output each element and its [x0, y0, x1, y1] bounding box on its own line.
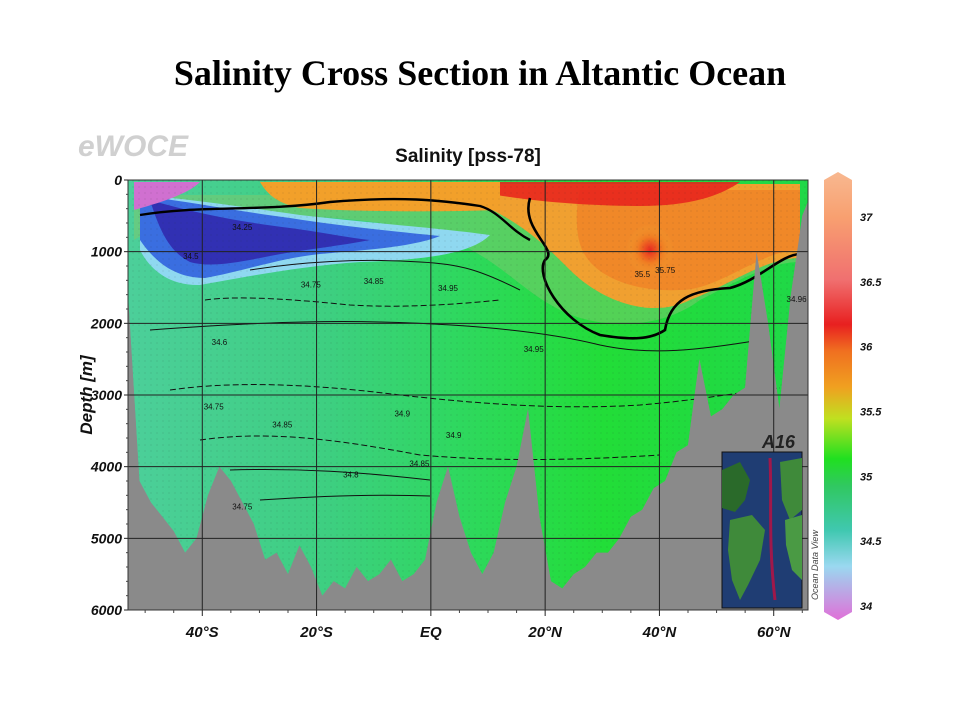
colorbar-ticks: 37 36.5 36 35.5 35 34.5 34 — [860, 212, 882, 613]
contour-label-5: 35.5 — [634, 270, 650, 279]
odv-label: Ocean Data View — [810, 530, 820, 600]
x-tick-label-3: 20°N — [527, 624, 563, 641]
contour-label-6: 35.75 — [655, 266, 676, 275]
contour-label-11: 34.8 — [343, 470, 359, 479]
contour-label-3: 34.85 — [364, 277, 385, 286]
plot-area: 34.25 34.5 34.75 34.85 34.95 35.5 35.75 34.95 34… — [128, 180, 808, 610]
y-tick-label-2: 2000 — [90, 315, 122, 331]
contour-label-2: 34.75 — [301, 281, 322, 290]
colorbar-tick-label-3: 35.5 — [860, 406, 882, 418]
inset-title: A16 — [761, 432, 796, 452]
x-tick-label-1: 20°S — [299, 624, 333, 641]
inset-map: A16 — [721, 432, 803, 609]
colorbar-tick-label-2: 36 — [860, 342, 873, 354]
x-tick-label-2: EQ — [420, 624, 442, 641]
colorbar-tick-label-6: 34 — [860, 601, 872, 613]
y-tick-label-3: 3000 — [91, 387, 122, 403]
y-axis: 0 1000 2000 3000 4000 5000 6000 — [90, 172, 128, 618]
contour-label-10: 34.85 — [409, 460, 430, 469]
y-tick-label-6: 6000 — [91, 602, 122, 618]
x-tick-label-0: 40°S — [185, 624, 219, 641]
contour-label-4: 34.95 — [438, 284, 459, 293]
colorbar-tick-label-4: 35 — [860, 471, 873, 483]
ewoce-watermark: eWOCE — [78, 130, 189, 163]
contour-label-12: 34.75 — [204, 402, 225, 411]
contour-label-16: 34.96 — [787, 295, 808, 304]
colorbar-tick-label-0: 37 — [860, 212, 873, 224]
x-tick-label-5: 60°N — [757, 624, 792, 641]
contour-label-8: 34.9 — [394, 410, 410, 419]
contour-label-15: 34.6 — [212, 338, 228, 347]
contour-label-14: 34.75 — [232, 503, 253, 512]
contour-label-9: 34.9 — [446, 431, 462, 440]
contour-label-7: 34.95 — [524, 345, 545, 354]
y-axis-label: Depth [m] — [77, 354, 96, 435]
contour-label-13: 34.85 — [272, 420, 293, 429]
x-axis: 40°S 20°S EQ 20°N 40°N 60°N — [144, 610, 803, 641]
y-tick-label-1: 1000 — [91, 244, 122, 260]
contour-label-1: 34.5 — [183, 252, 199, 261]
colorbar-tick-label-5: 34.5 — [860, 536, 882, 548]
stipple — [128, 180, 808, 596]
y-tick-label-0: 0 — [114, 172, 122, 188]
slide-title: Salinity Cross Section in Altantic Ocean — [173, 53, 787, 93]
grid — [128, 180, 808, 610]
contour-labels: 34.25 34.5 34.75 34.85 34.95 35.5 35.75 34.95 34… — [183, 223, 808, 512]
colorbar: 37 36.5 36 35.5 35 34.5 34 Ocean Data View — [810, 172, 882, 620]
colorbar-tick-label-1: 36.5 — [860, 277, 882, 289]
x-tick-label-4: 40°N — [642, 624, 678, 641]
chart-title: Salinity [pss-78] — [395, 146, 541, 167]
contour-label-0: 34.25 — [232, 223, 253, 232]
y-tick-label-5: 5000 — [91, 530, 122, 546]
y-tick-label-4: 4000 — [90, 459, 122, 475]
